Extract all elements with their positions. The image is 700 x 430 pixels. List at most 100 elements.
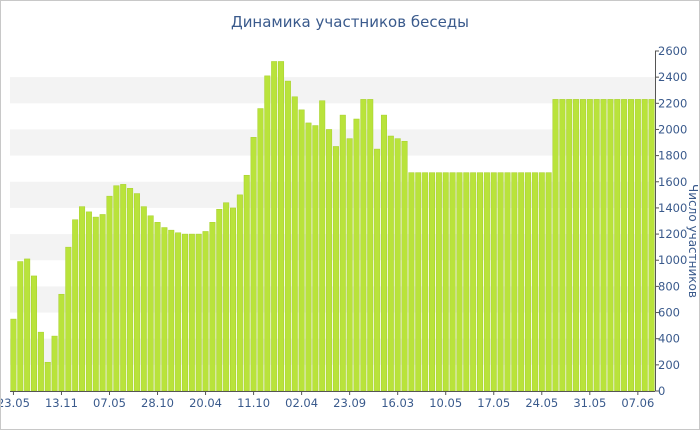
bar — [10, 318, 17, 392]
bar — [367, 99, 374, 392]
bar — [641, 99, 648, 392]
bar — [161, 227, 168, 392]
bar — [319, 100, 326, 392]
bar — [312, 125, 319, 392]
bar — [120, 184, 127, 392]
y-tick-label: 200 — [658, 358, 680, 372]
y-tick-labels: 0 200 400 600 800 1000 1200 1400 1600 1800 2000 220… — [655, 44, 687, 398]
bar — [634, 99, 641, 392]
bar — [140, 206, 147, 392]
bar — [236, 194, 243, 392]
bar — [360, 99, 367, 392]
bar — [271, 61, 278, 392]
chart-title: Динамика участников беседы — [230, 13, 470, 31]
x-tick-label: 16.03 — [381, 396, 414, 410]
bar — [374, 148, 381, 392]
bar — [456, 172, 463, 392]
bar — [58, 293, 65, 392]
bar — [490, 172, 497, 392]
bar — [566, 99, 573, 392]
bar — [44, 361, 51, 392]
bar — [518, 172, 525, 392]
bar — [72, 219, 79, 392]
bar — [202, 231, 209, 392]
bar — [600, 99, 607, 392]
bar — [435, 172, 442, 392]
bar — [614, 99, 621, 392]
x-tick-label: 28.10 — [141, 396, 174, 410]
bar — [51, 335, 58, 392]
bar — [422, 172, 429, 392]
x-tick-label: 31.05 — [573, 396, 606, 410]
y-tick-label: 600 — [658, 306, 680, 320]
bar — [250, 137, 257, 392]
bar — [17, 261, 24, 392]
bar — [408, 172, 415, 392]
y-tick-label: 2600 — [658, 44, 687, 58]
bar — [449, 172, 456, 392]
bar — [278, 61, 285, 392]
y-axis-label: Число участников — [686, 184, 699, 298]
bar — [545, 172, 552, 392]
bar — [586, 99, 593, 392]
bar — [559, 99, 566, 392]
bar — [175, 232, 182, 392]
grid-band — [10, 129, 655, 156]
bar — [463, 172, 470, 392]
bar — [497, 172, 504, 392]
y-tick-label: 2400 — [658, 70, 687, 84]
y-tick-label: 2000 — [658, 122, 687, 136]
y-tick-label: 1600 — [658, 175, 687, 189]
bar — [298, 109, 305, 392]
bar — [291, 96, 298, 392]
bar — [216, 208, 223, 392]
bar — [552, 99, 559, 392]
bar — [538, 172, 545, 392]
bar — [24, 258, 31, 392]
bar — [223, 202, 230, 392]
bar — [346, 138, 353, 392]
x-tick-label: 02.04 — [285, 396, 318, 410]
bar — [147, 215, 154, 392]
y-tick-label: 1400 — [658, 201, 687, 215]
bar — [531, 172, 538, 392]
axes — [10, 51, 656, 392]
y-tick-label: 800 — [658, 279, 680, 293]
bar — [106, 195, 113, 392]
x-tick-label: 23.05 — [1, 396, 30, 410]
y-tick-label: 1800 — [658, 149, 687, 163]
bar — [154, 222, 161, 392]
x-tick-label: 24.05 — [525, 396, 558, 410]
bar — [470, 172, 477, 392]
x-tick-label: 07.06 — [621, 396, 654, 410]
bar — [230, 207, 236, 392]
bar — [511, 172, 518, 392]
bar — [188, 233, 195, 392]
bar — [648, 99, 655, 392]
bar — [113, 185, 120, 392]
bar — [92, 216, 99, 392]
bar — [85, 211, 92, 392]
bar — [573, 99, 580, 392]
bar — [442, 172, 449, 392]
bar — [593, 99, 600, 392]
bar — [79, 206, 86, 392]
bar — [579, 99, 586, 392]
x-tick-label: 11.10 — [237, 396, 270, 410]
bar — [332, 146, 339, 392]
bar — [607, 99, 614, 392]
bar — [621, 99, 628, 392]
bar — [415, 172, 422, 392]
bar — [525, 172, 532, 392]
bar — [387, 135, 394, 392]
bar — [627, 99, 634, 392]
y-tick-label: 400 — [658, 332, 680, 346]
bar — [99, 214, 106, 392]
y-tick-label: 2200 — [658, 96, 687, 110]
bar — [305, 122, 312, 392]
bar — [209, 222, 216, 392]
x-tick-label: 17.05 — [477, 396, 510, 410]
bar — [243, 174, 250, 392]
bar — [504, 172, 511, 392]
